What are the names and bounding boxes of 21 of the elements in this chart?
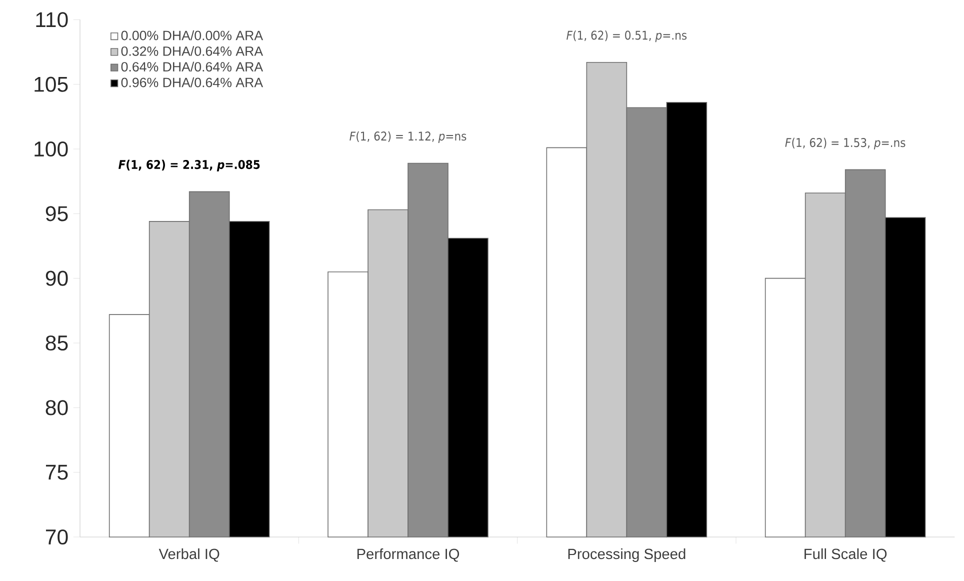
x-tick-label: Performance IQ — [357, 548, 460, 562]
annotation: F(1, 62) = 2.31, p=.085 — [118, 160, 260, 172]
legend-label: 0.32% DHA/0.64% ARA — [121, 46, 264, 56]
y-tick-label: 75 — [46, 464, 68, 480]
annotation: F(1, 62) = 1.53, p=.ns — [785, 138, 906, 150]
y-tick-label: 70 — [46, 529, 68, 545]
y-tick-label: 110 — [36, 12, 68, 28]
x-tick-label: Verbal IQ — [158, 548, 220, 562]
x-tick-label: Processing Speed — [568, 548, 686, 562]
x-tick-label: Full Scale IQ — [804, 548, 887, 562]
y-tick-label: 105 — [34, 76, 68, 92]
y-tick-label: 95 — [46, 206, 68, 222]
y-tick-label: 85 — [46, 335, 68, 351]
legend-label: 0.00% DHA/0.00% ARA — [121, 30, 264, 40]
annotation: F(1, 62) = 0.51, p=.ns — [566, 30, 687, 42]
y-tick-label: 80 — [46, 400, 68, 416]
y-tick-label: 100 — [34, 141, 68, 157]
annotation: F(1, 62) = 1.12, p=ns — [350, 131, 466, 143]
legend-label: 0.64% DHA/0.64% ARA — [121, 62, 264, 72]
legend-label: 0.96% DHA/0.64% ARA — [121, 77, 264, 88]
y-tick-label: 90 — [46, 270, 68, 286]
